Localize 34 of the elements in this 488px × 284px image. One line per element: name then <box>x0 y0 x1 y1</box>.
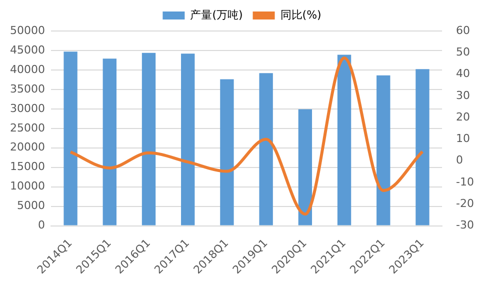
y2-tick-label: 60 <box>456 24 470 37</box>
y-tick-label: 20000 <box>10 140 45 154</box>
bar <box>337 54 352 226</box>
y2-tick-label: 0 <box>456 154 464 167</box>
bar <box>376 75 390 226</box>
y-tick-label: 40000 <box>10 62 45 76</box>
y2-tick-label: 20 <box>456 110 470 124</box>
y-tick-label: 35000 <box>10 82 45 96</box>
bar <box>142 52 156 226</box>
bar <box>181 54 195 226</box>
y2-tick-label: -30 <box>456 218 474 232</box>
y-tick-label: 30000 <box>10 102 45 115</box>
legend-label: 同比(%) <box>280 8 322 22</box>
y-tick-label: 45000 <box>10 43 45 56</box>
y-tick-label: 50000 <box>10 24 45 37</box>
y2-tick-label: -10 <box>456 175 474 188</box>
line-series <box>69 56 424 216</box>
bar <box>416 69 430 226</box>
bar <box>64 52 78 226</box>
y2-tick-label: 50 <box>456 46 470 59</box>
bar <box>298 109 312 226</box>
y-tick-label: 25000 <box>10 121 45 134</box>
y-tick-label: 15000 <box>10 160 45 174</box>
y2-tick-label: 40 <box>456 67 470 80</box>
y2-tick-label: -20 <box>456 197 474 210</box>
bar <box>220 79 234 226</box>
legend-label: 产量(万吨) <box>190 8 243 22</box>
bar <box>259 73 273 226</box>
bar <box>102 58 116 226</box>
y-tick-label: 0 <box>38 218 45 232</box>
y-tick-label: 5000 <box>16 199 45 212</box>
y2-tick-label: 30 <box>456 88 470 102</box>
y-tick-label: 10000 <box>10 180 45 193</box>
y2-tick-label: 10 <box>456 132 470 146</box>
